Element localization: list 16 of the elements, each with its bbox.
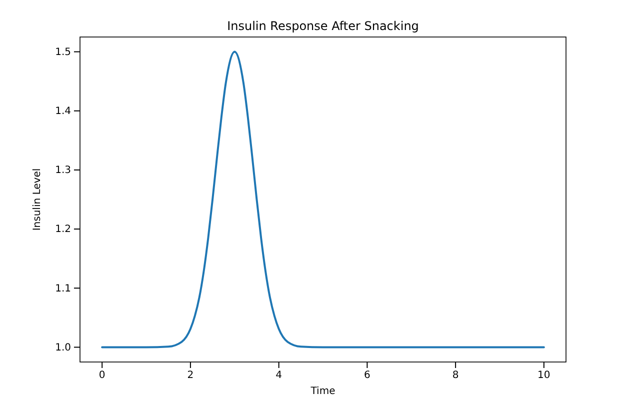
x-tick-label: 10 — [538, 370, 550, 382]
chart-title: Insulin Response After Snacking — [227, 19, 419, 33]
y-tick-label: 1.4 — [55, 106, 71, 118]
y-tick-label: 1.1 — [55, 283, 71, 294]
y-tick-label: 1.5 — [55, 46, 71, 58]
line-series — [101, 50, 545, 348]
y-axis-title: Insulin Level — [32, 168, 43, 231]
x-tick-label: 2 — [187, 370, 194, 382]
y-tick-label: 1.2 — [55, 224, 71, 236]
y-tick-label: 1.3 — [55, 165, 71, 176]
x-tick-label: 0 — [98, 370, 106, 382]
x-tick-label: 8 — [452, 370, 459, 382]
y-tick-label: 1.0 — [55, 342, 71, 354]
x-tick-label: 6 — [364, 370, 370, 382]
x-tick-label: 4 — [276, 370, 282, 382]
x-axis-title: Time — [310, 386, 336, 397]
